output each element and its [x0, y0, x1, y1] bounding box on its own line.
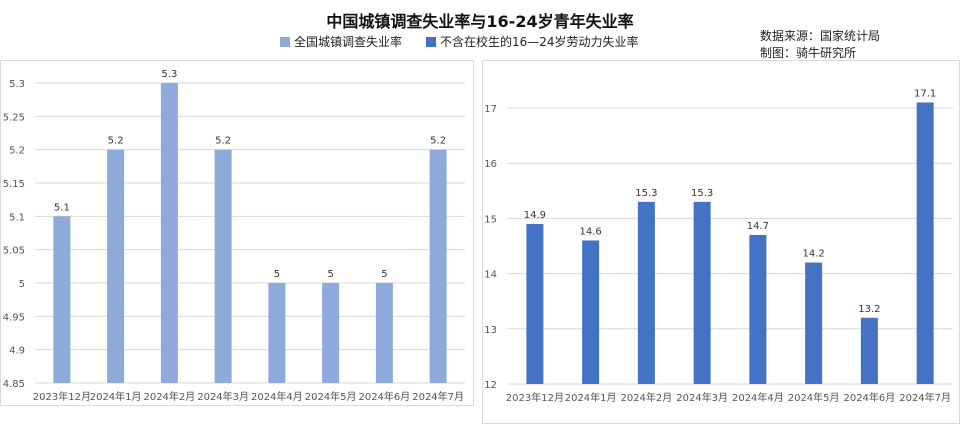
- national-data-label: 5.3: [161, 69, 177, 80]
- national-x-tick-label: 2024年2月: [143, 390, 195, 403]
- youth-data-label: 15.3: [691, 188, 713, 199]
- national-data-label: 5.2: [108, 136, 124, 147]
- national-x-tick-label: 2024年5月: [305, 390, 357, 403]
- national-bar: [429, 149, 447, 383]
- chart-panel-youth: 12 13 14 15 16 17 14.9 2023年12月 14.6 2024年1月 15.3 2…: [482, 60, 960, 424]
- youth-bar: [582, 240, 600, 384]
- youth-bar: [637, 201, 655, 384]
- national-y-tick-label: 4.85: [3, 379, 25, 390]
- youth-x-tick-label: 2024年4月: [732, 391, 784, 404]
- legend-label-national: 全国城镇调查失业率: [294, 35, 403, 49]
- national-bar: [214, 149, 232, 383]
- national-bar: [160, 83, 178, 383]
- youth-bar: [860, 317, 878, 384]
- national-data-label: 5: [274, 269, 280, 280]
- national-x-tick-label: 2024年4月: [251, 390, 303, 403]
- legend: 全国城镇调查失业率 不含在校生的16—24岁劳动力失业率: [280, 33, 663, 50]
- national-data-label: 5.1: [54, 202, 70, 213]
- national-x-tick-label: 2024年7月: [412, 390, 464, 403]
- chart-national-unemployment: 4.854.94.9555.055.15.155.25.255.35.12023…: [3, 69, 465, 403]
- national-y-tick-label: 4.95: [3, 312, 25, 323]
- legend-item-youth: 不含在校生的16—24岁劳动力失业率: [426, 33, 639, 50]
- youth-data-label: 15.3: [635, 188, 657, 199]
- youth-y-tick-label: 14: [484, 270, 497, 281]
- national-bar: [322, 283, 340, 383]
- national-bar: [107, 149, 125, 383]
- national-data-label: 5.2: [430, 136, 446, 147]
- youth-x-tick-label: 2023年12月: [506, 391, 564, 404]
- youth-y-tick-label: 15: [484, 214, 497, 225]
- national-data-label: 5: [381, 269, 387, 280]
- national-y-tick-label: 5.3: [9, 79, 25, 90]
- youth-x-tick-label: 2024年2月: [620, 391, 672, 404]
- national-y-tick-label: 5.25: [3, 112, 25, 123]
- youth-bar: [693, 201, 711, 384]
- legend-swatch-national: [280, 36, 290, 47]
- national-x-tick-label: 2024年6月: [358, 390, 410, 403]
- source-line-data: 数据来源：国家统计局: [760, 29, 881, 43]
- youth-x-tick-label: 2024年6月: [843, 391, 895, 404]
- national-y-tick-label: 5.2: [9, 146, 25, 157]
- national-data-label: 5: [327, 269, 333, 280]
- youth-y-tick-label: 12: [484, 380, 497, 391]
- youth-x-tick-label: 2024年1月: [565, 391, 617, 404]
- legend-swatch-youth: [426, 36, 437, 47]
- youth-data-label: 17.1: [914, 88, 936, 99]
- youth-bar: [749, 234, 767, 384]
- national-bar: [268, 283, 286, 383]
- youth-x-tick-label: 2024年5月: [788, 391, 840, 404]
- chart-title: 中国城镇调查失业率与16-24岁青年失业率: [326, 12, 634, 31]
- legend-label-youth: 不含在校生的16—24岁劳动力失业率: [440, 35, 639, 49]
- national-y-tick-label: 5.05: [3, 246, 25, 257]
- youth-data-label: 14.7: [747, 221, 769, 232]
- youth-data-label: 14.6: [579, 226, 601, 237]
- national-bar: [375, 283, 393, 383]
- national-bar: [53, 216, 71, 383]
- national-y-tick-label: 5.1: [9, 212, 25, 223]
- youth-data-label: 13.2: [858, 304, 880, 315]
- youth-data-label: 14.2: [802, 249, 824, 260]
- youth-data-label: 14.9: [524, 210, 546, 221]
- youth-y-tick-label: 17: [484, 104, 497, 115]
- national-y-tick-label: 5.15: [3, 179, 25, 190]
- legend-item-national: 全国城镇调查失业率: [280, 33, 402, 50]
- youth-x-tick-label: 2024年3月: [676, 391, 728, 404]
- youth-y-tick-label: 16: [484, 159, 497, 170]
- national-x-tick-label: 2023年12月: [33, 390, 91, 403]
- national-y-tick-label: 4.9: [9, 346, 25, 357]
- source-note: 数据来源：国家统计局 制图：骑牛研究所: [760, 28, 880, 62]
- national-data-label: 5.2: [215, 136, 231, 147]
- youth-bar: [526, 223, 544, 384]
- youth-bar: [805, 262, 823, 384]
- chart-youth-unemployment: 12 13 14 15 16 17 14.9 2023年12月 14.6 2024年1月 15.3 2…: [484, 88, 953, 404]
- national-x-tick-label: 2024年3月: [197, 390, 249, 403]
- source-line-maker: 制图：骑牛研究所: [760, 46, 857, 60]
- youth-bar: [916, 102, 934, 385]
- chart-panel-national: 4.85 4.9 4.95 5 5.05 5.1 5.15 5.2 5.25 5.3 5.1 2023…: [0, 60, 474, 406]
- national-x-tick-label: 2024年1月: [90, 390, 142, 403]
- youth-y-tick-label: 13: [484, 325, 497, 336]
- national-y-tick-label: 5: [19, 279, 25, 290]
- youth-x-tick-label: 2024年7月: [899, 391, 951, 404]
